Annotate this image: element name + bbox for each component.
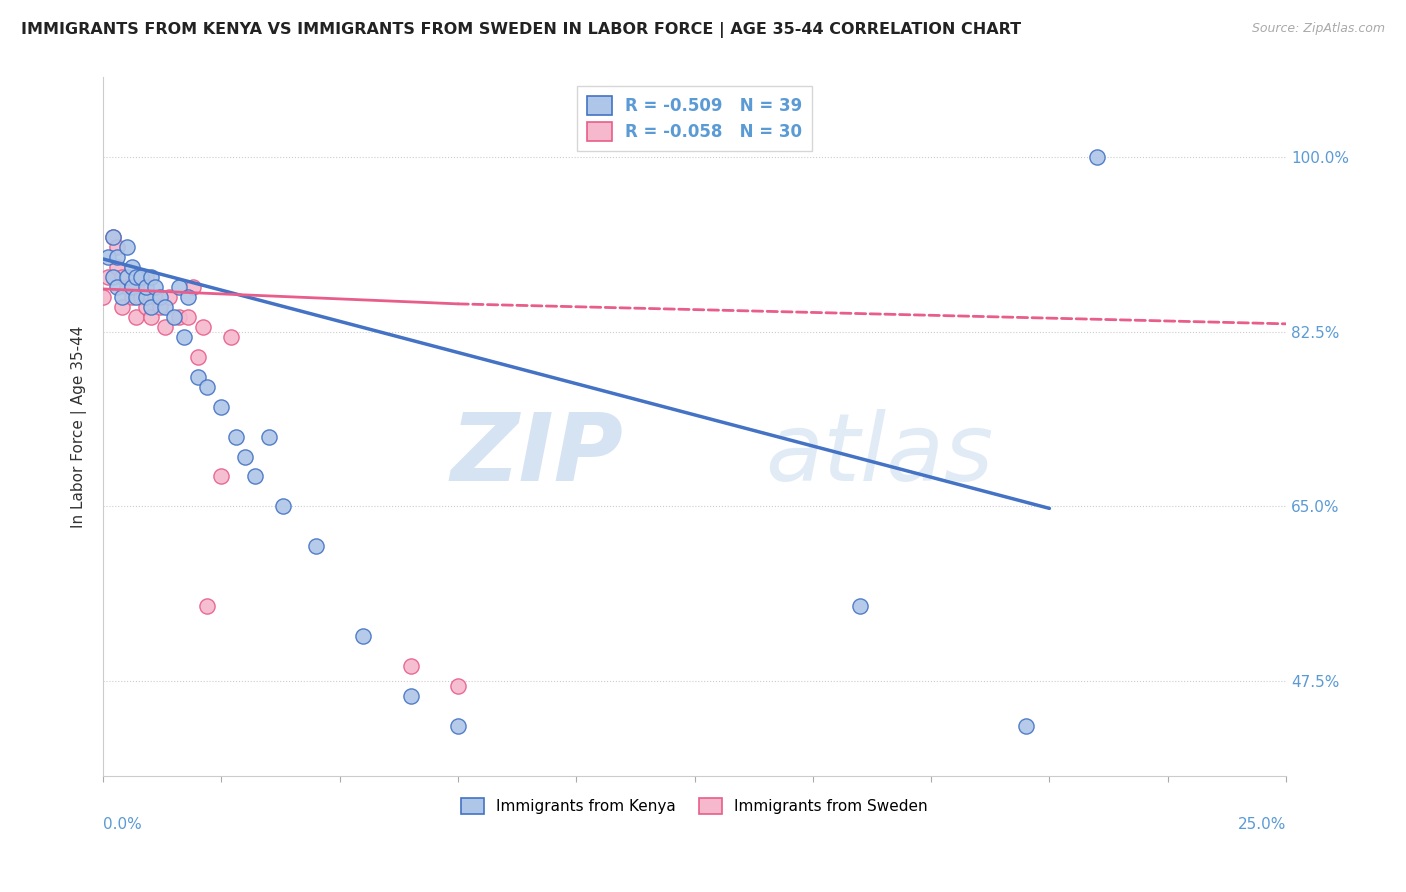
Point (177, 310, 200, 324)
Text: Source: ZipAtlas.com: Source: ZipAtlas.com (1251, 22, 1385, 36)
Point (447, 679, 470, 693)
Point (135, 269, 157, 284)
Point (399, 659, 422, 673)
Point (101, 269, 124, 284)
Point (111, 290, 134, 304)
Point (219, 330, 242, 344)
Y-axis label: In Labor Force | Age 35-44: In Labor Force | Age 35-44 (72, 326, 87, 528)
Point (135, 280, 157, 294)
Point (121, 280, 143, 294)
Point (121, 260, 143, 274)
Point (125, 310, 148, 324)
Point (125, 269, 148, 284)
Point (163, 310, 186, 324)
Point (849, 599, 872, 614)
Point (211, 400, 233, 414)
Point (305, 539, 328, 553)
Point (195, 380, 218, 394)
Point (1015, 719, 1038, 733)
Point (107, 240, 129, 254)
Text: 0.0%: 0.0% (103, 817, 142, 832)
Text: IMMIGRANTS FROM KENYA VS IMMIGRANTS FROM SWEDEN IN LABOR FORCE | AGE 35-44 CORRE: IMMIGRANTS FROM KENYA VS IMMIGRANTS FROM… (21, 22, 1021, 38)
Point (167, 310, 190, 324)
Point (101, 230, 124, 244)
Point (115, 280, 138, 294)
Point (129, 290, 152, 304)
Point (111, 300, 134, 314)
Text: ZIP: ZIP (451, 409, 624, 500)
Point (139, 269, 162, 284)
Point (135, 290, 157, 304)
Point (153, 319, 176, 334)
Point (352, 629, 374, 643)
Point (97, 250, 120, 264)
Point (191, 319, 214, 334)
Point (167, 280, 190, 294)
Point (121, 290, 143, 304)
Point (187, 369, 209, 384)
Point (257, 429, 280, 443)
Point (195, 599, 218, 614)
Point (225, 429, 247, 443)
Point (143, 280, 166, 294)
Point (139, 310, 162, 324)
Point (125, 290, 148, 304)
Point (177, 290, 200, 304)
Point (447, 719, 470, 733)
Point (97, 269, 120, 284)
Point (135, 300, 157, 314)
Point (149, 290, 172, 304)
Point (91, 290, 114, 304)
Point (181, 280, 204, 294)
Text: 25.0%: 25.0% (1237, 817, 1286, 832)
Point (143, 290, 166, 304)
Point (399, 689, 422, 703)
Point (115, 240, 138, 254)
Point (271, 500, 294, 514)
Point (101, 230, 124, 244)
Point (107, 250, 129, 264)
Legend: Immigrants from Kenya, Immigrants from Sweden: Immigrants from Kenya, Immigrants from S… (456, 792, 934, 821)
Text: atlas: atlas (765, 409, 994, 500)
Point (159, 290, 181, 304)
Point (121, 280, 143, 294)
Point (129, 269, 152, 284)
Point (115, 269, 138, 284)
Point (149, 300, 172, 314)
Point (111, 269, 134, 284)
Point (243, 469, 266, 483)
Point (107, 280, 129, 294)
Point (233, 450, 256, 464)
Point (173, 330, 195, 344)
Point (211, 469, 233, 483)
Point (125, 280, 148, 294)
Point (1085, 150, 1108, 164)
Point (139, 300, 162, 314)
Point (107, 260, 129, 274)
Point (187, 350, 209, 364)
Point (153, 300, 176, 314)
